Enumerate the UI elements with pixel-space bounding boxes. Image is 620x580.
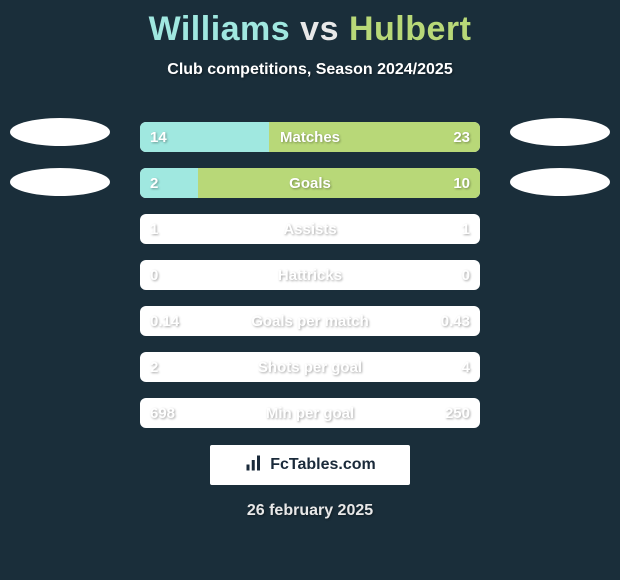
stat-label: Shots per goal bbox=[140, 352, 480, 382]
stat-label: Assists bbox=[140, 214, 480, 244]
stat-row: Shots per goal2 4 bbox=[140, 352, 480, 382]
stat-label: Hattricks bbox=[140, 260, 480, 290]
badge-oval bbox=[510, 118, 610, 146]
comparison-card: Williams vs Hulbert Club competitions, S… bbox=[0, 0, 620, 580]
stat-value-right: 4 bbox=[462, 352, 470, 382]
stat-value-right: 23 bbox=[453, 122, 470, 152]
stat-value-right: 10 bbox=[453, 168, 470, 198]
badge-oval bbox=[10, 118, 110, 146]
stat-rows: Matches1423Goals210Assists11Hattricks00G… bbox=[140, 122, 480, 428]
stat-value-right: 0 bbox=[462, 260, 470, 290]
stat-value-left: 2 bbox=[150, 352, 158, 382]
stat-value-left: 0.14 bbox=[150, 306, 179, 336]
stat-row: Matches14 23 bbox=[140, 122, 480, 152]
stat-row: Hattricks0 0 bbox=[140, 260, 480, 290]
stat-row: Min per goal698 250 bbox=[140, 398, 480, 428]
stat-value-left: 14 bbox=[150, 122, 167, 152]
badge-oval bbox=[510, 168, 610, 196]
title-player1: Williams bbox=[149, 10, 291, 48]
stat-value-left: 1 bbox=[150, 214, 158, 244]
badge-oval bbox=[10, 168, 110, 196]
player2-badges bbox=[510, 118, 610, 196]
stat-row: Assists1 1 bbox=[140, 214, 480, 244]
stat-label: Min per goal bbox=[140, 398, 480, 428]
stat-row: Goals2 10 bbox=[140, 168, 480, 198]
stat-value-left: 0 bbox=[150, 260, 158, 290]
stat-row: Goals per match0.14 0.43 bbox=[140, 306, 480, 336]
stat-label: Goals bbox=[140, 168, 480, 198]
stat-value-left: 698 bbox=[150, 398, 175, 428]
stat-value-right: 250 bbox=[445, 398, 470, 428]
bar-chart-icon bbox=[244, 454, 264, 477]
stat-value-right: 0.43 bbox=[441, 306, 470, 336]
brand-badge: FcTables.com bbox=[210, 445, 410, 485]
stat-value-left: 2 bbox=[150, 168, 158, 198]
stat-label: Goals per match bbox=[140, 306, 480, 336]
stat-value-right: 1 bbox=[462, 214, 470, 244]
page-title: Williams vs Hulbert bbox=[0, 0, 620, 49]
player1-badges bbox=[10, 118, 110, 196]
date-text: 26 february 2025 bbox=[0, 502, 620, 520]
title-vs: vs bbox=[300, 10, 339, 48]
stat-label: Matches bbox=[140, 122, 480, 152]
title-player2: Hulbert bbox=[349, 10, 472, 48]
brand-text: FcTables.com bbox=[270, 456, 376, 474]
subtitle: Club competitions, Season 2024/2025 bbox=[0, 61, 620, 79]
